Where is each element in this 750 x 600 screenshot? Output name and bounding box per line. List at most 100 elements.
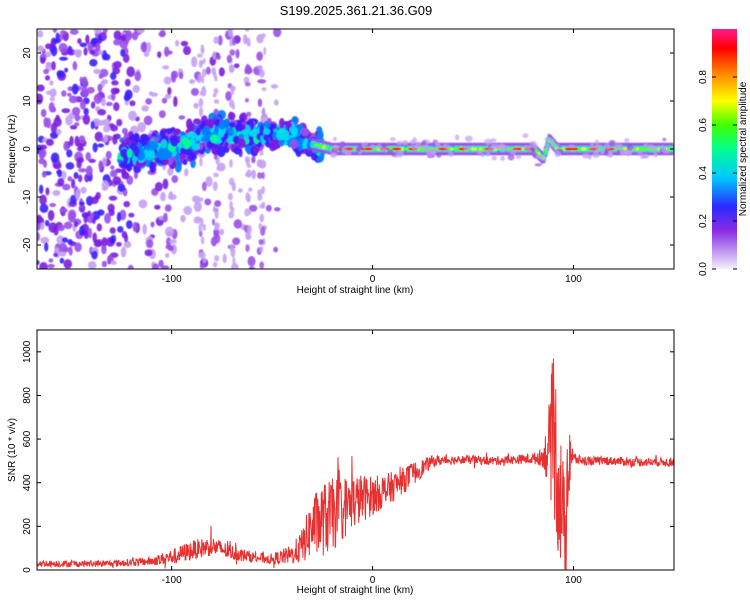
spectrogram-cell <box>423 147 430 153</box>
spectrogram-cell <box>238 188 243 193</box>
spectrogram-cell <box>494 145 502 150</box>
spectrogram-cell <box>63 259 73 269</box>
spectrogram-cell <box>201 68 207 77</box>
spectrogram-cell <box>257 65 263 71</box>
spectrogram-cell <box>182 45 192 56</box>
figure-title: S199.2025.361.21.36.G09 <box>280 3 433 18</box>
spectrogram-cell <box>554 150 562 158</box>
spectrogram-ytick-label: -20 <box>22 237 33 252</box>
spectrogram-cell <box>59 208 68 213</box>
spectrogram-cell <box>116 212 122 223</box>
spectrogram-cell <box>147 149 155 159</box>
spectrogram-cell <box>132 221 138 232</box>
spectrogram-cell <box>158 110 166 119</box>
spectrogram-cell <box>214 222 221 230</box>
spectrogram-cell <box>199 90 203 96</box>
spectrogram-cell <box>476 147 481 151</box>
spectrogram-cell <box>43 68 49 75</box>
spectrogram-cell <box>113 30 122 41</box>
spectrogram-cell <box>37 45 42 51</box>
spectrogram-cell <box>188 79 196 84</box>
spectrogram-cell <box>214 200 222 208</box>
spectrogram-cell <box>454 134 460 141</box>
spectrogram-cell <box>224 118 231 128</box>
spectrogram-cell <box>61 108 71 114</box>
spectrogram-cell <box>93 68 102 75</box>
spectrogram-cell <box>76 159 82 169</box>
spectrogram-cell <box>261 33 266 38</box>
spectrogram-cell <box>205 176 213 187</box>
spectrogram-cell <box>212 51 217 60</box>
colorbar-tick-label: 0.6 <box>698 118 709 132</box>
spectrogram-cell <box>213 36 220 44</box>
spectrogram-cell <box>60 30 67 35</box>
spectrogram-cell <box>228 99 235 108</box>
spectrogram-cell <box>231 37 237 46</box>
spectrogram-cell <box>214 209 219 219</box>
spectrogram-cell <box>151 263 160 269</box>
spectrogram-cell <box>98 160 104 171</box>
spectrogram-cell <box>403 147 407 151</box>
spectrogram-cell <box>45 187 50 196</box>
spectrogram-cell <box>484 138 493 146</box>
spectrogram-cell <box>259 245 264 253</box>
spectrogram-cell <box>191 56 198 68</box>
spectrogram-cell <box>110 235 117 244</box>
colorbar-gradient <box>712 29 737 269</box>
spectrogram-cell <box>75 189 81 201</box>
spectrogram-cell <box>113 102 120 112</box>
spectrogram-cell <box>146 239 154 249</box>
spectrogram-cell <box>123 240 132 249</box>
spectrogram-cell <box>93 93 102 105</box>
spectrogram-cell <box>245 233 252 240</box>
spectrogram-cell <box>205 66 211 75</box>
spectrogram-cell <box>247 255 256 267</box>
spectrogram-cell <box>56 235 65 245</box>
colorbar-tick-label: 0.4 <box>698 166 709 180</box>
spectrogram-cell <box>229 159 233 168</box>
spectrogram-cell <box>158 31 165 37</box>
spectrogram-cell <box>500 155 505 162</box>
spectrogram-cell <box>77 174 83 183</box>
spectrogram-cell <box>261 87 267 92</box>
spectrogram-cell <box>230 247 236 258</box>
spectrogram-cell <box>38 184 44 195</box>
spectrogram-cell <box>101 260 108 268</box>
spectrogram-cell <box>132 84 140 93</box>
spectrogram-cell <box>186 118 193 130</box>
spectrogram-cell <box>330 152 337 158</box>
spectrogram-cell <box>37 232 41 242</box>
spectrogram-cell <box>162 178 169 190</box>
spectrogram-cell <box>67 176 73 182</box>
spectrogram-cell <box>213 99 220 104</box>
spectrogram-cell <box>188 153 198 161</box>
spectrogram-cell <box>64 67 69 73</box>
spectrogram-cell <box>89 49 96 55</box>
spectrogram-cell <box>243 76 250 84</box>
spectrogram-cell <box>157 51 162 58</box>
spectrogram-cell <box>261 201 266 209</box>
spectrogram-cell <box>507 154 515 161</box>
spectrogram-cell <box>119 148 129 159</box>
spectrogram-cell <box>201 181 207 192</box>
spectrogram-cell <box>520 147 525 151</box>
spectrogram-cell <box>101 79 109 85</box>
spectrogram-cell <box>47 210 55 221</box>
spectrogram-cell <box>263 46 267 56</box>
spectrogram-cell <box>184 168 189 177</box>
spectrogram-cell <box>96 223 103 232</box>
spectrogram-cell <box>442 143 450 149</box>
spectrogram-cell <box>78 135 86 144</box>
spectrogram-cell <box>228 29 234 37</box>
spectrogram-cell <box>197 53 203 58</box>
spectrogram-cell <box>544 148 548 152</box>
snr-xlabel: Height of straight line (km) <box>297 585 414 596</box>
spectrogram-cell <box>121 171 130 180</box>
spectrogram-cell <box>555 143 560 150</box>
spectrogram-cell <box>163 212 168 223</box>
spectrogram-cell <box>125 137 131 146</box>
spectrogram-cell <box>50 152 60 164</box>
spectrogram-cell <box>45 138 54 146</box>
spectrogram-cell <box>258 159 267 169</box>
spectrogram-cell <box>43 117 49 128</box>
